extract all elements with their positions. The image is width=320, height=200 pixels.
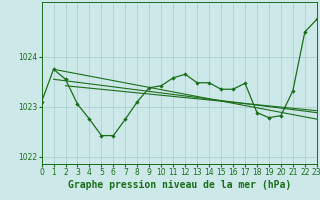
X-axis label: Graphe pression niveau de la mer (hPa): Graphe pression niveau de la mer (hPa) <box>68 180 291 190</box>
